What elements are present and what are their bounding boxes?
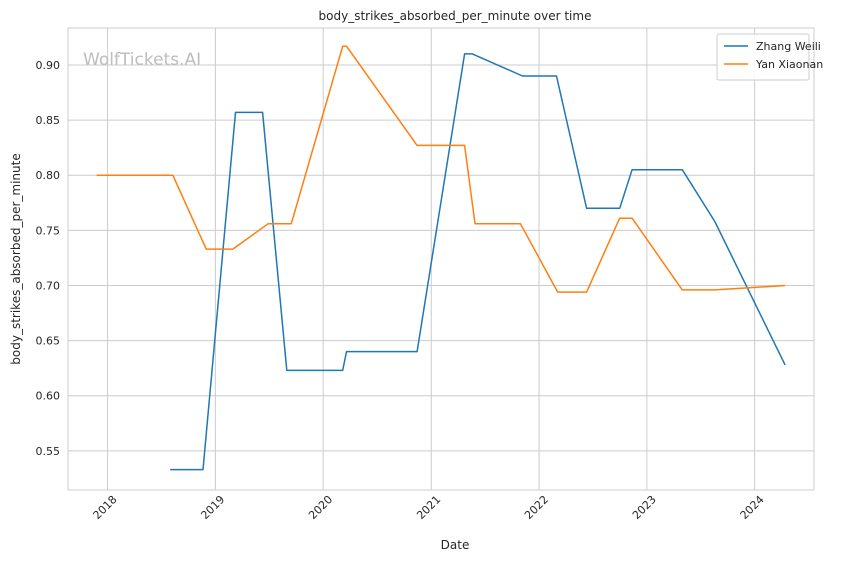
- series-line-yan-xiaonan: [96, 45, 786, 293]
- x-tick-label: 2019: [198, 493, 227, 522]
- x-tick-label: 2022: [522, 493, 551, 522]
- x-tick-label: 2024: [738, 493, 767, 522]
- x-tick-label: 2018: [91, 493, 120, 522]
- y-axis-title: body_strikes_absorbed_per_minute: [9, 153, 23, 364]
- plot-area: [67, 27, 815, 491]
- legend: Zhang Weili Yan Xiaonan: [716, 33, 823, 81]
- y-tick-label: 0.80: [36, 169, 61, 182]
- watermark-text: WolfTickets.AI: [83, 50, 201, 70]
- y-tick-label: 0.65: [36, 335, 61, 348]
- y-tick-label: 0.60: [36, 390, 61, 403]
- x-tick-label: 2023: [630, 493, 659, 522]
- y-tick-label: 0.55: [36, 445, 61, 458]
- series-lines: [96, 45, 786, 471]
- y-tick-label: 0.90: [36, 59, 61, 72]
- y-tick-label: 0.85: [36, 114, 61, 127]
- x-tick-label: 2020: [306, 493, 335, 522]
- legend-label-yan-xiaonan: Yan Xiaonan: [755, 58, 823, 71]
- y-tick-label: 0.70: [36, 279, 61, 292]
- series-line-zhang-weili: [170, 53, 786, 471]
- x-tick-label: 2021: [414, 493, 443, 522]
- y-tick-label: 0.75: [36, 224, 61, 237]
- x-axis-title: Date: [441, 538, 470, 552]
- legend-label-zhang-weili: Zhang Weili: [756, 40, 821, 53]
- chart-title: body_strikes_absorbed_per_minute over ti…: [319, 9, 592, 23]
